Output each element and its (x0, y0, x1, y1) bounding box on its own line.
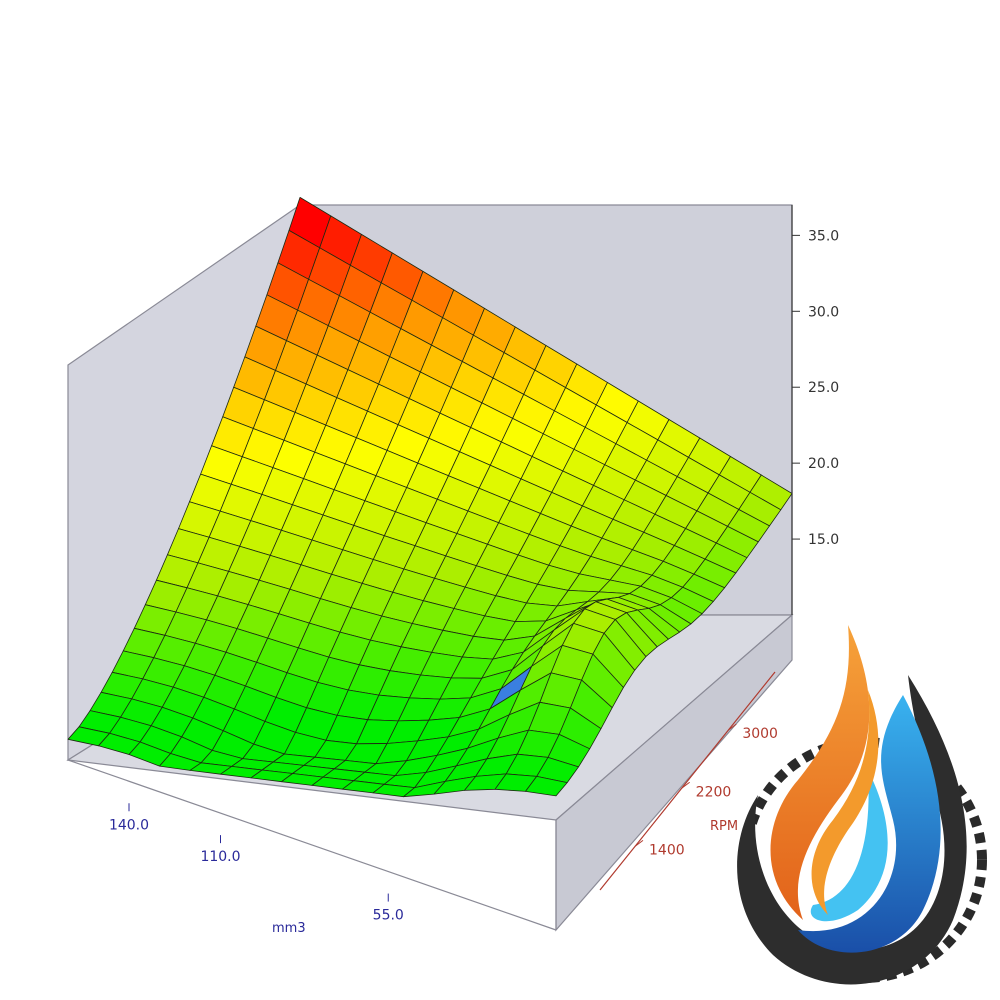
front-bottom-edge (67, 759, 557, 931)
mm3-tick-label: 55.0 (373, 908, 404, 924)
z-tick-label: 15.0 (808, 532, 839, 548)
orange-flame-inner (811, 690, 879, 915)
surface-mesh (67, 196, 793, 798)
rpm-tick-label: 1400 (649, 842, 685, 858)
rpm-tick-label: 3000 (742, 726, 778, 742)
rpm-axis-label: RPM (710, 819, 738, 834)
z-tick-label: 25.0 (808, 380, 839, 396)
z-tick-label: 20.0 (808, 456, 839, 472)
rpm-tick-label: 2200 (696, 784, 732, 800)
surface-cell (525, 776, 568, 797)
rpm-tick-mark (634, 840, 644, 847)
rpm-axis: RPM 3000 2200 1400 (599, 671, 778, 891)
gear-ring (741, 737, 987, 983)
mm3-tick-label: 140.0 (109, 817, 149, 833)
rpm-tick-mark (681, 781, 690, 789)
orange-flame (770, 625, 870, 920)
mm3-axis-label: mm3 (272, 921, 306, 936)
z-tick-label: 30.0 (808, 304, 839, 320)
mm3-tick-label: 110.0 (200, 849, 240, 865)
z-axis: 35.0 30.0 25.0 20.0 15.0 (791, 205, 839, 615)
z-tick-label: 35.0 (808, 228, 839, 244)
rpm-tick-mark (728, 723, 737, 731)
blue-flame (798, 695, 941, 953)
blue-flame-inner (810, 770, 888, 922)
flame-drop-logo (737, 625, 987, 985)
mm3-axis: mm3 140.0 110.0 55.0 (109, 803, 404, 936)
